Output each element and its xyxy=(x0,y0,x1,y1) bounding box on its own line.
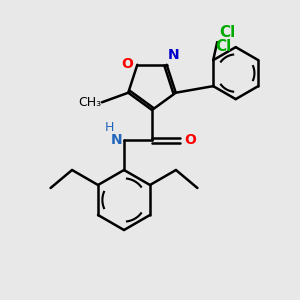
Text: N: N xyxy=(110,133,122,147)
Text: Cl: Cl xyxy=(215,39,231,54)
Text: N: N xyxy=(168,48,179,62)
Text: CH₃: CH₃ xyxy=(78,96,101,109)
Text: O: O xyxy=(184,133,196,147)
Text: O: O xyxy=(122,57,133,71)
Text: H: H xyxy=(105,121,114,134)
Text: Cl: Cl xyxy=(219,25,236,40)
